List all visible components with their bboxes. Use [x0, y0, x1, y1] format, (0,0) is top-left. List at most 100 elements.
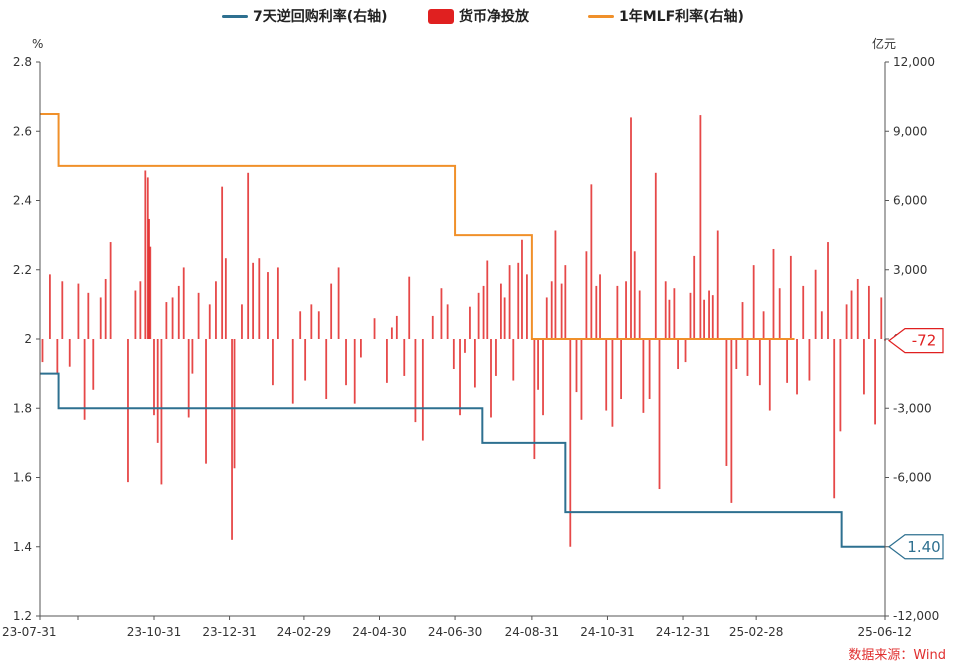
left-tick-label: 1.8 — [13, 401, 32, 415]
right-tick-label: -12,000 — [893, 609, 939, 623]
net-injection-bar — [677, 339, 679, 370]
net-injection-bar — [820, 311, 823, 339]
net-injection-bar — [580, 339, 583, 420]
net-injection-bar — [648, 339, 651, 400]
net-injection-bar — [605, 339, 608, 411]
net-injection-bar — [247, 172, 250, 339]
net-injection-bar — [299, 311, 302, 339]
x-tick-label: 25-06-12 — [858, 625, 912, 639]
data-source: 数据来源：Wind — [848, 648, 946, 663]
net-injection-bar — [473, 339, 476, 388]
net-injection-bar — [165, 302, 168, 339]
net-injection-bar — [490, 339, 492, 418]
net-injection-bar — [310, 304, 313, 339]
net-injection-bar — [325, 339, 328, 400]
net-injection-bar — [526, 274, 528, 339]
net-injection-bar — [503, 297, 506, 339]
net-injection-bar — [452, 339, 455, 370]
legend-swatch — [428, 9, 454, 24]
net-injection-bar — [61, 281, 64, 339]
net-injection-bar — [464, 339, 466, 353]
reverse-repo-end-label: 1.40 — [888, 534, 944, 560]
legend-item[interactable]: 1年MLF利率(右轴) — [588, 8, 744, 25]
net-injection-bar — [77, 283, 80, 339]
net-injection-bar — [542, 339, 544, 416]
net-injection-bar — [153, 339, 155, 416]
net-injection-bar — [446, 304, 449, 339]
net-injection-bar — [599, 274, 601, 339]
net-injection-bar — [699, 115, 702, 339]
net-injection-bar — [845, 304, 848, 339]
x-tick-label: 24-06-30 — [428, 625, 482, 639]
net-injection-bar — [421, 339, 424, 441]
net-injection-bar — [258, 258, 261, 339]
x-tick-label: 25-02-28 — [729, 625, 783, 639]
x-tick-label: 24-02-29 — [277, 625, 331, 639]
net-injection-bar — [575, 339, 578, 393]
net-injection-bar — [41, 339, 44, 363]
net-injection-bar — [693, 255, 696, 339]
net-injection-bar — [267, 272, 269, 339]
net-injection-bar — [144, 170, 147, 339]
net-injection-bar — [569, 339, 572, 547]
net-injection-bar — [850, 290, 853, 339]
net-injection-bar — [517, 262, 520, 339]
net-injection-bar — [431, 315, 434, 339]
net-injection-bar — [221, 186, 224, 339]
net-injection-bar — [304, 339, 307, 381]
net-injection-bar — [127, 339, 129, 483]
net-injection-bar — [156, 339, 159, 443]
net-injection-bar — [839, 339, 842, 432]
right-tick-label: 9,000 — [893, 124, 927, 138]
net-injection-bar — [735, 339, 738, 370]
net-injection-bar — [668, 299, 671, 339]
net-injection-bar — [345, 339, 347, 386]
x-tick-label: 24-10-31 — [580, 625, 634, 639]
net-injection-bar — [477, 292, 480, 339]
left-tick-label: 1.6 — [13, 471, 32, 485]
net-injection-bar — [684, 339, 687, 363]
net-injection-bars — [41, 115, 886, 547]
net-injection-bar — [500, 283, 502, 339]
net-injection-bar — [191, 339, 194, 374]
net-injection-bar — [716, 230, 719, 339]
net-injection-bar — [291, 339, 294, 404]
net-injection-bar — [595, 285, 598, 339]
net-injection-bar — [208, 304, 211, 339]
net-injection-bar — [337, 267, 340, 339]
x-tick-label: 24-12-31 — [656, 625, 710, 639]
net-injection-bar — [772, 248, 775, 339]
legend[interactable]: 7天逆回购利率(右轴) 货币净投放 1年MLF利率(右轴) — [222, 8, 744, 25]
net-injection-bar — [395, 315, 398, 339]
net-injection-bar — [746, 339, 749, 376]
net-injection-bar — [630, 117, 632, 340]
legend-label: 7天逆回购利率(右轴) — [253, 8, 388, 25]
reverse-repo-rate-line — [40, 372, 885, 548]
net-injection-bar — [386, 339, 388, 383]
left-axis-unit: % — [32, 37, 43, 51]
legend-item[interactable]: 7天逆回购利率(右轴) — [222, 8, 388, 25]
net-injection-bar — [673, 288, 676, 339]
net-injection-bar — [233, 339, 236, 469]
net-injection-end-label-text: -72 — [912, 332, 937, 350]
net-injection-bar — [486, 260, 489, 339]
net-injection-bar — [620, 339, 622, 400]
net-injection-bar — [585, 251, 588, 339]
net-injection-bar — [92, 339, 95, 390]
legend-item[interactable]: 货币净投放 — [428, 8, 530, 25]
net-injection-bar — [874, 339, 876, 425]
net-injection-bar — [187, 339, 190, 418]
net-injection-bar — [390, 327, 393, 339]
legend-label: 1年MLF利率(右轴) — [619, 8, 744, 25]
net-injection-bar — [146, 177, 149, 339]
net-injection-bar — [134, 290, 137, 339]
net-injection-bar — [550, 281, 553, 339]
net-injection-bar — [87, 292, 90, 339]
net-injection-bar — [139, 281, 142, 339]
left-tick-label: 2.2 — [13, 263, 32, 277]
net-injection-bar — [469, 306, 471, 339]
net-injection-bar — [590, 184, 593, 339]
right-axis-unit: 亿元 — [872, 36, 896, 51]
net-injection-bar — [554, 230, 557, 339]
